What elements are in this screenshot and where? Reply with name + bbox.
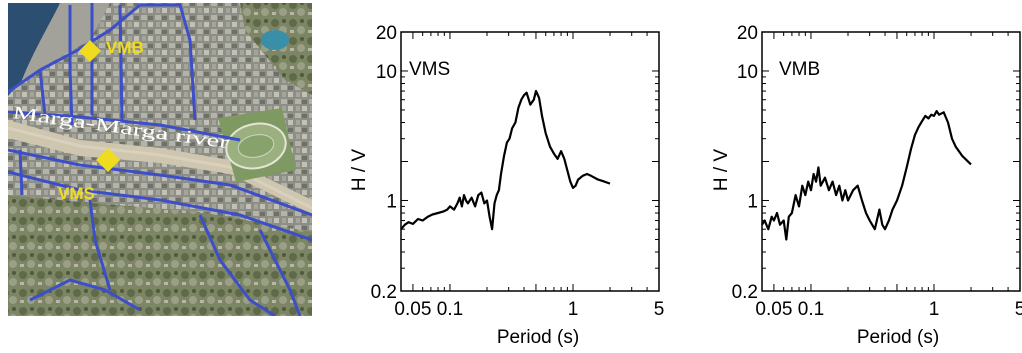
series-line — [761, 109, 972, 241]
y-tick-label: 20 — [376, 23, 397, 44]
sea — [8, 3, 60, 96]
vmb-site-label: VMB — [106, 38, 144, 57]
chart-vmb: H / V Period (s) VMB 0.05 0.1 1 5 0.2 1 10 20 — [711, 23, 1022, 348]
series — [761, 109, 972, 241]
racecourse — [218, 108, 296, 182]
series-line — [400, 89, 611, 231]
south-hills — [8, 195, 312, 316]
y-tick-label: 10 — [737, 62, 758, 83]
x-tick-label: 5 — [1015, 299, 1022, 320]
y-tick-label: 10 — [376, 62, 397, 83]
plot-frame — [761, 31, 1021, 292]
y-tick-label: 0.2 — [732, 282, 758, 303]
river-channel — [8, 126, 312, 210]
vmb-site-marker — [79, 40, 101, 62]
tick-labels: 0.05 0.1 1 5 0.2 1 10 20 — [371, 23, 665, 320]
y-tick-label: 20 — [737, 23, 758, 44]
x-tick-label: 0.05 — [394, 299, 431, 320]
coast-strip — [22, 3, 110, 80]
tick-labels: 0.05 0.1 1 5 0.2 1 10 20 — [732, 23, 1022, 320]
x-tick-label: 1 — [929, 299, 940, 320]
x-tick-label: 0.05 — [755, 299, 792, 320]
x-tick-label: 1 — [568, 299, 579, 320]
vms-site-marker — [96, 148, 120, 172]
lagoon — [261, 30, 289, 50]
x-tick-label: 5 — [654, 299, 665, 320]
x-axis-label: Period (s) — [497, 327, 579, 348]
y-tick-label: 1 — [386, 191, 397, 212]
panel-label: VMB — [779, 59, 820, 80]
y-tick-label: 0.2 — [371, 282, 397, 303]
series — [400, 89, 611, 231]
vms-site-label: VMS — [58, 184, 95, 203]
x-tick-label: 0.1 — [437, 299, 463, 320]
roads — [8, 3, 312, 316]
x-axis-label: Period (s) — [857, 327, 939, 348]
river-bed — [8, 120, 312, 214]
y-axis-label: H / V — [711, 149, 732, 192]
y-tick-label: 1 — [747, 191, 758, 212]
satellite-map: VMB VMS Marga-Marga river — [8, 3, 312, 316]
x-tick-label: 0.1 — [798, 299, 824, 320]
panel-label: VMS — [409, 59, 450, 80]
chart-vms: H / V Period (s) VMS 0.05 0.1 1 5 0.2 1 10 20 — [349, 23, 664, 348]
plot-frame — [400, 31, 660, 292]
y-axis-label: H / V — [349, 149, 370, 192]
